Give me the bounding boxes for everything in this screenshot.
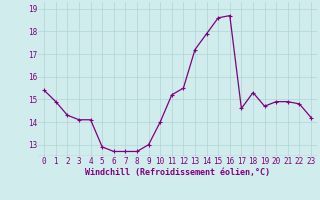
X-axis label: Windchill (Refroidissement éolien,°C): Windchill (Refroidissement éolien,°C) [85,168,270,177]
